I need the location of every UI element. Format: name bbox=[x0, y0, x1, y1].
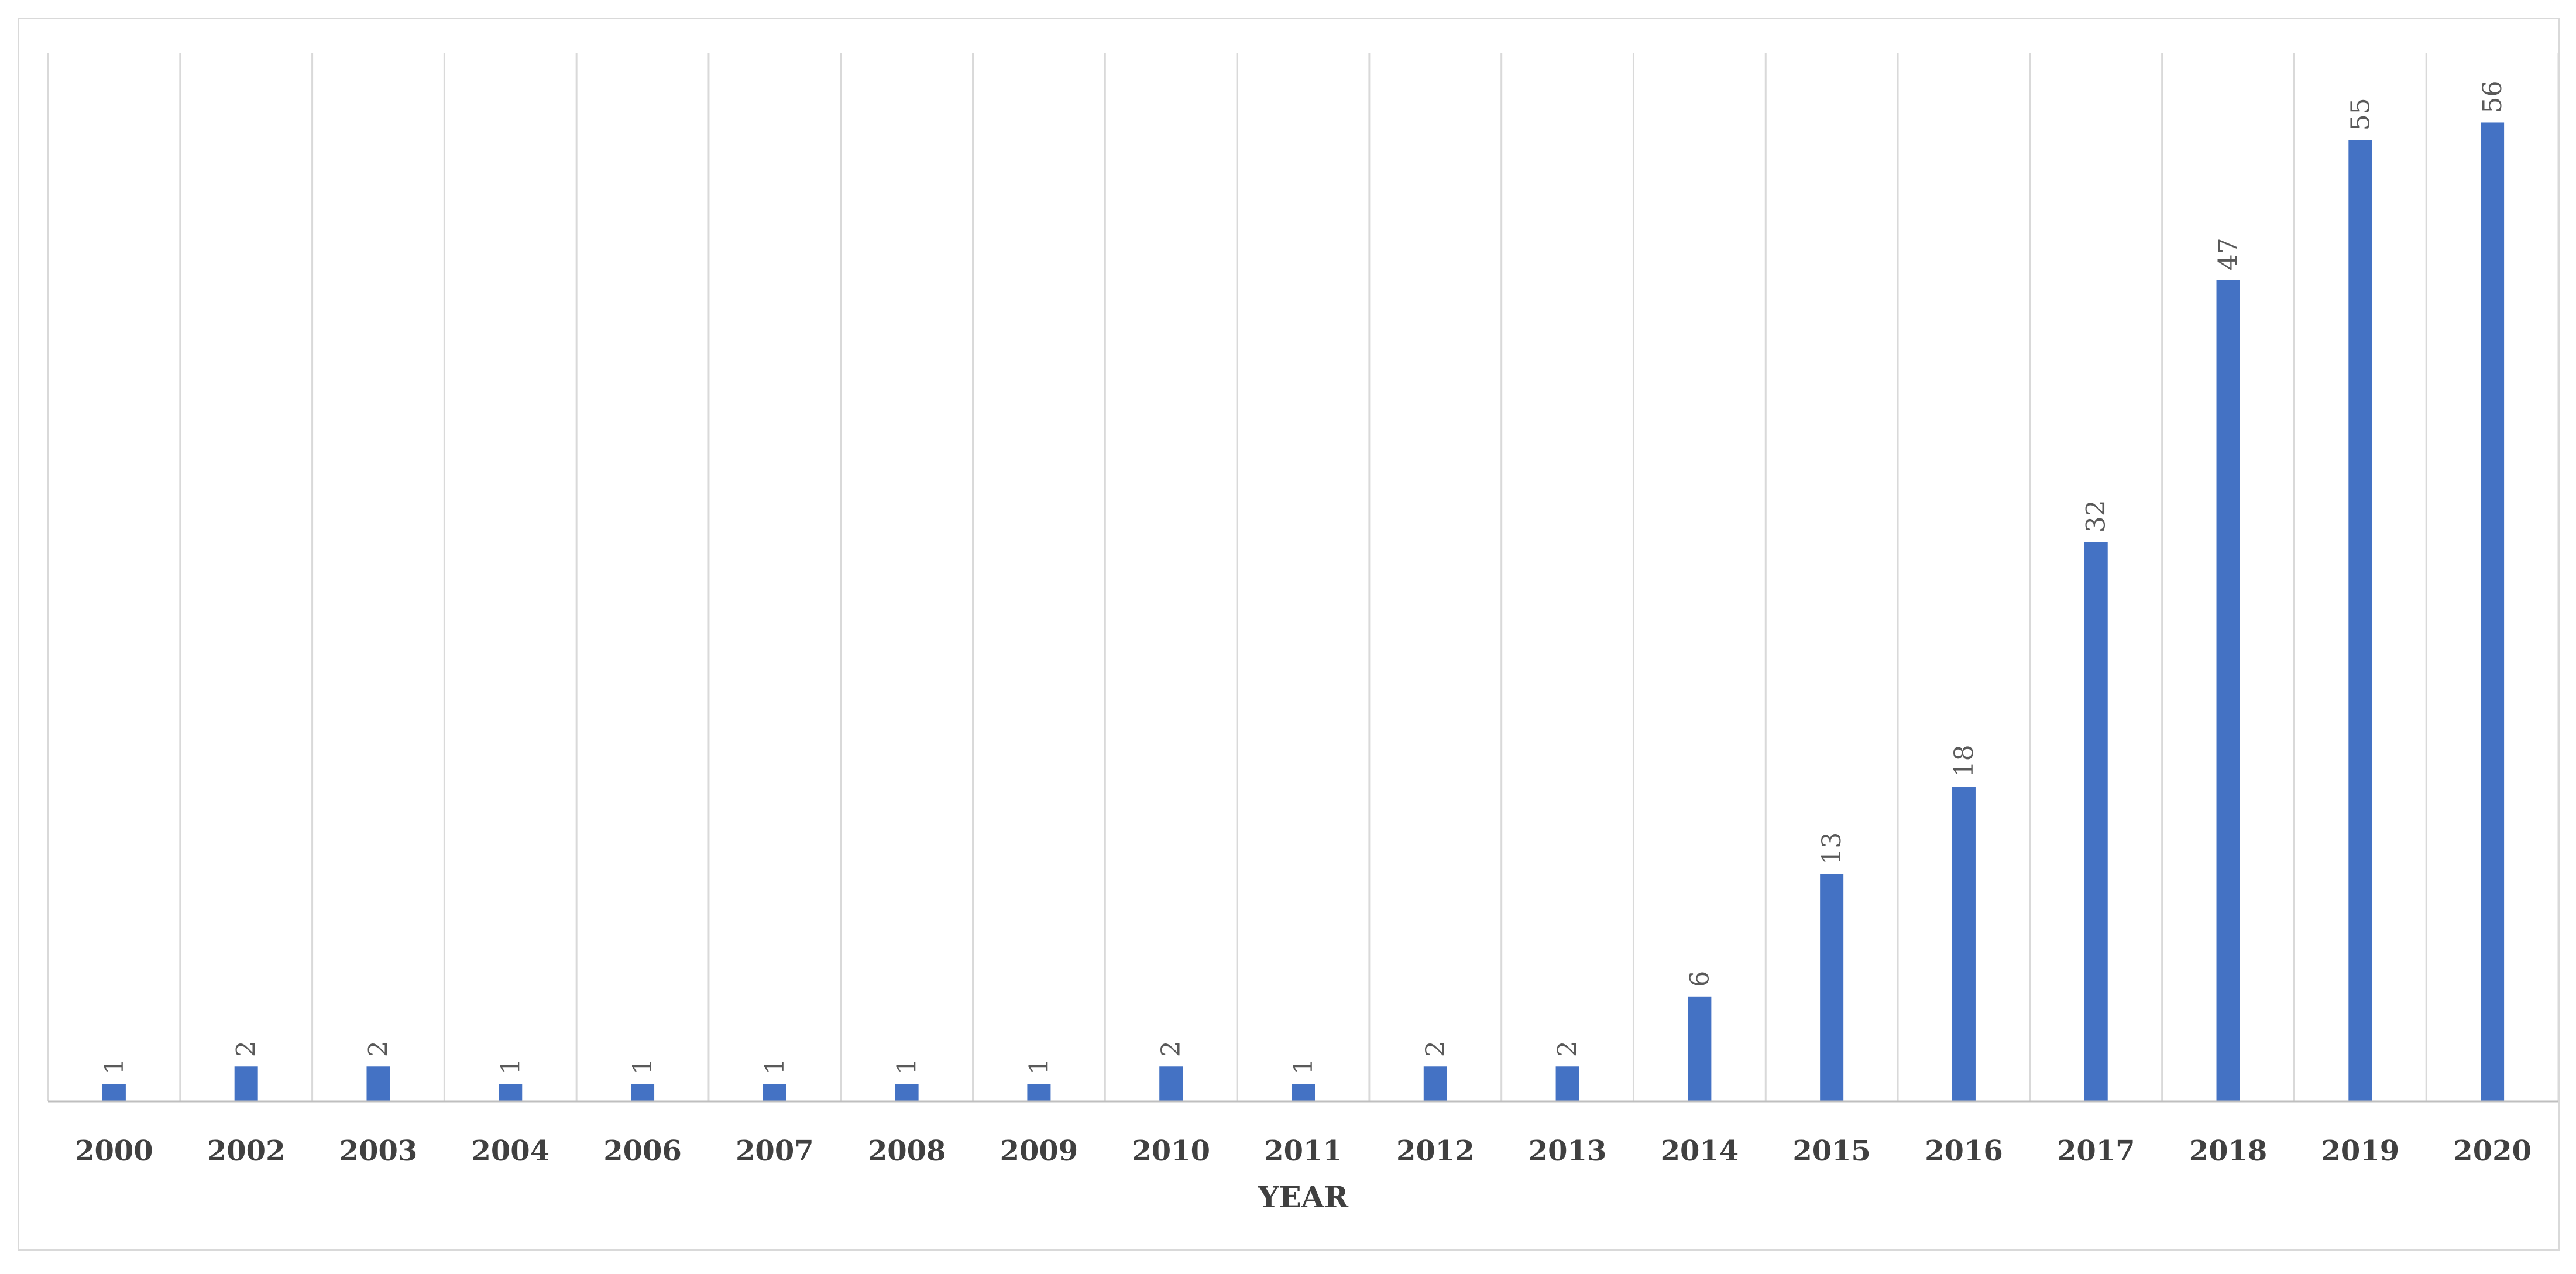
bars bbox=[102, 122, 2505, 1102]
data-label-2006: 1 bbox=[628, 1058, 658, 1074]
bar-2003 bbox=[366, 1066, 390, 1101]
x-tick-label-2016: 2016 bbox=[1925, 1135, 2003, 1167]
bar-2007 bbox=[763, 1084, 786, 1101]
x-tick-label-2000: 2000 bbox=[75, 1135, 153, 1167]
x-tick-labels: 2000 2002 2003 2004 2006 2007 2008 2009 2010 2011… bbox=[75, 1135, 2532, 1167]
bar-2000 bbox=[102, 1084, 126, 1101]
x-tick-label-2015: 2015 bbox=[1792, 1135, 1871, 1167]
x-tick-label-2017: 2017 bbox=[2057, 1135, 2135, 1167]
data-label-2012: 2 bbox=[1421, 1041, 1451, 1057]
data-label-2000: 1 bbox=[99, 1058, 129, 1074]
bar-2004 bbox=[499, 1084, 523, 1101]
data-label-2019: 55 bbox=[2345, 98, 2375, 131]
data-labels: 1 2 2 1 1 1 1 1 2 1 2 2 6 13 18 32 47 55 56 bbox=[99, 80, 2508, 1074]
data-label-2015: 13 bbox=[1817, 832, 1847, 865]
x-tick-label-2013: 2013 bbox=[1529, 1135, 1607, 1167]
bar-2002 bbox=[234, 1066, 258, 1101]
bar-2008 bbox=[895, 1084, 919, 1101]
bar-2012 bbox=[1423, 1066, 1447, 1101]
bar-2009 bbox=[1027, 1084, 1051, 1101]
x-tick-label-2007: 2007 bbox=[736, 1135, 814, 1167]
data-label-2008: 1 bbox=[892, 1058, 922, 1074]
data-label-2004: 1 bbox=[496, 1058, 525, 1074]
x-tick-label-2009: 2009 bbox=[1000, 1135, 1079, 1167]
chart-frame bbox=[18, 18, 2560, 1251]
x-tick-label-2019: 2019 bbox=[2321, 1135, 2400, 1167]
data-label-2002: 2 bbox=[232, 1041, 262, 1057]
data-label-2020: 56 bbox=[2478, 80, 2508, 113]
data-label-2016: 18 bbox=[1949, 744, 1979, 777]
bar-2018 bbox=[2216, 280, 2240, 1102]
x-tick-label-2012: 2012 bbox=[1396, 1135, 1475, 1167]
data-label-2007: 1 bbox=[760, 1058, 790, 1074]
data-label-2013: 2 bbox=[1553, 1041, 1583, 1057]
bar-2019 bbox=[2348, 140, 2372, 1101]
x-axis-title: YEAR bbox=[1258, 1180, 1349, 1214]
x-tick-label-2011: 2011 bbox=[1264, 1135, 1342, 1167]
x-tick-label-2003: 2003 bbox=[339, 1135, 418, 1167]
bar-2013 bbox=[1555, 1066, 1579, 1101]
bar-2006 bbox=[631, 1084, 655, 1101]
x-tick-label-2004: 2004 bbox=[471, 1135, 549, 1167]
data-label-2009: 1 bbox=[1024, 1058, 1054, 1074]
x-tick-label-2018: 2018 bbox=[2189, 1135, 2268, 1167]
x-tick-label-2020: 2020 bbox=[2453, 1135, 2532, 1167]
data-label-2018: 47 bbox=[2214, 238, 2244, 270]
bar-2017 bbox=[2084, 542, 2108, 1101]
x-tick-label-2006: 2006 bbox=[603, 1135, 682, 1167]
x-tick-label-2008: 2008 bbox=[868, 1135, 946, 1167]
data-label-2014: 6 bbox=[1685, 971, 1715, 987]
bar-2010 bbox=[1159, 1066, 1183, 1101]
bar-2015 bbox=[1820, 874, 1844, 1101]
x-tick-label-2014: 2014 bbox=[1661, 1135, 1739, 1167]
data-label-2017: 32 bbox=[2082, 500, 2111, 533]
data-label-2010: 2 bbox=[1156, 1041, 1186, 1057]
data-label-2003: 2 bbox=[363, 1041, 393, 1057]
data-label-2011: 1 bbox=[1289, 1058, 1318, 1074]
bar-2011 bbox=[1292, 1084, 1315, 1101]
x-tick-label-2010: 2010 bbox=[1132, 1135, 1210, 1167]
x-tick-label-2002: 2002 bbox=[207, 1135, 286, 1167]
gridlines bbox=[47, 53, 2560, 1101]
bar-2020 bbox=[2481, 122, 2505, 1101]
bar-2014 bbox=[1688, 996, 1712, 1101]
bar-2016 bbox=[1952, 787, 1976, 1101]
